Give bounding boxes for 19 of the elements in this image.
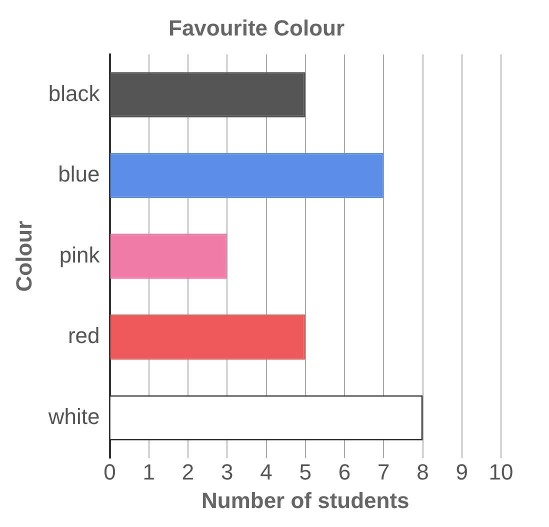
x-tick-label: 4 (260, 459, 272, 484)
x-axis-title: Number of students (201, 488, 410, 513)
chart-title: Favourite Colour (168, 15, 345, 40)
y-tick-label: black (48, 80, 101, 106)
x-tick-label: 9 (456, 459, 468, 484)
y-tick-label: red (68, 323, 100, 348)
x-tick-label: 6 (338, 459, 351, 484)
x-tick-label: 8 (416, 459, 429, 484)
x-tick-label: 5 (299, 459, 312, 484)
y-tick-label: white (47, 404, 100, 429)
x-tick-label: 7 (378, 459, 390, 484)
y-tick-label: blue (58, 162, 100, 187)
x-tick-label: 1 (142, 459, 156, 484)
x-tick-label: 2 (182, 459, 194, 484)
x-tick-label: 0 (104, 459, 116, 484)
y-tick-label: pink (59, 242, 101, 268)
x-tick-label: 10 (488, 459, 514, 484)
y-axis-title: Colour (11, 220, 36, 292)
x-tick-label: 3 (221, 459, 234, 484)
